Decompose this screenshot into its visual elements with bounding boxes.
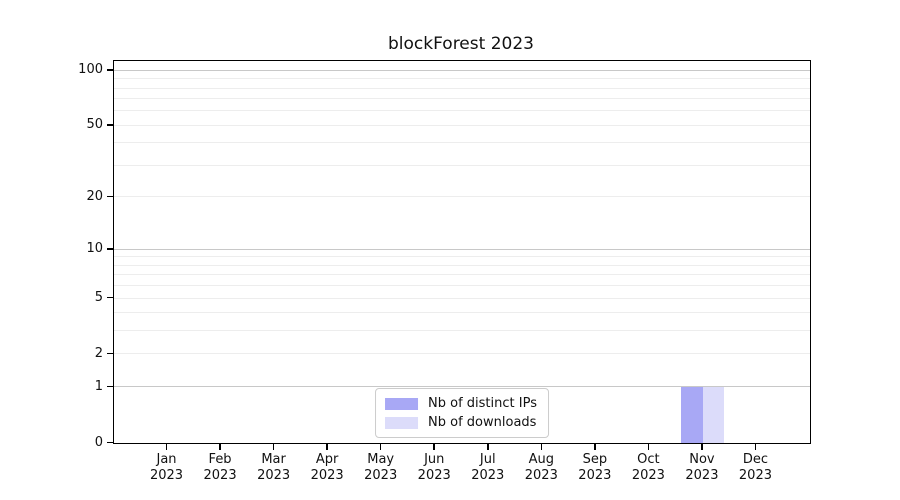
legend-swatch-distinct-ips (385, 397, 419, 410)
bar-nb-of-distinct-ips-nov (681, 387, 703, 443)
gridline-minor (114, 110, 810, 112)
y-tick-label: 2 (94, 345, 103, 361)
x-tick-year: 2023 (685, 468, 719, 483)
x-tick-month: Aug (528, 452, 554, 467)
x-tick-label: Apr 2023 (295, 452, 359, 484)
y-tick-label: 20 (86, 188, 103, 204)
x-tick-label: Jun 2023 (402, 452, 466, 484)
gridline-minor (114, 124, 810, 126)
x-tick-year: 2023 (203, 468, 237, 483)
x-tick-mark (540, 444, 543, 450)
x-tick-year: 2023 (578, 468, 612, 483)
x-tick-mark (165, 444, 168, 450)
x-tick-mark (433, 444, 435, 450)
y-tick-mark (107, 296, 113, 299)
gridline-minor (114, 87, 810, 89)
gridline-major (114, 248, 810, 250)
gridline-minor (114, 196, 810, 198)
x-tick-label: Sep 2023 (563, 452, 627, 484)
gridline-minor (114, 274, 810, 276)
x-tick-month: Dec (742, 452, 769, 467)
plot-area: Nb of distinct IPs Nb of downloads (113, 60, 811, 444)
x-tick-month: Sep (582, 452, 608, 467)
y-tick-mark (107, 441, 113, 443)
x-tick-year: 2023 (631, 468, 665, 483)
x-tick-month: Mar (261, 452, 286, 467)
x-tick-label: Oct 2023 (616, 452, 680, 484)
x-tick-month: Nov (689, 452, 715, 467)
x-tick-label: Aug 2023 (509, 452, 573, 484)
gridline-minor (114, 256, 810, 258)
gridline-minor (114, 312, 810, 314)
gridline-minor (114, 330, 810, 332)
y-tick-label: 10 (86, 241, 103, 257)
y-tick-label: 100 (78, 62, 103, 78)
y-tick-mark (107, 124, 113, 126)
legend-item-downloads: Nb of downloads (385, 415, 537, 430)
chart-title: blockForest 2023 (388, 34, 534, 54)
gridline-major (114, 386, 810, 388)
x-tick-month: Apr (315, 452, 339, 467)
x-tick-label: May 2023 (349, 452, 413, 484)
x-tick-year: 2023 (471, 468, 505, 483)
x-tick-mark (701, 444, 703, 450)
y-tick-mark (107, 352, 113, 355)
y-tick-mark (107, 69, 113, 71)
y-tick-label: 1 (94, 378, 103, 394)
legend-label-distinct-ips: Nb of distinct IPs (428, 396, 537, 411)
y-tick-mark (107, 248, 113, 250)
y-tick-label: 0 (94, 434, 103, 450)
x-tick-mark (272, 444, 275, 450)
x-tick-label: Nov 2023 (670, 452, 734, 484)
x-tick-mark (594, 444, 596, 450)
x-tick-year: 2023 (257, 468, 291, 483)
x-tick-mark (326, 444, 328, 450)
x-tick-month: Jun (424, 452, 445, 467)
x-tick-label: Feb 2023 (188, 452, 252, 484)
x-tick-month: Oct (637, 452, 660, 467)
x-tick-mark (754, 444, 757, 450)
x-tick-label: Jul 2023 (456, 452, 520, 484)
gridline-major (114, 69, 810, 71)
gridline-minor (114, 142, 810, 144)
legend-item-distinct-ips: Nb of distinct IPs (385, 396, 537, 411)
x-tick-year: 2023 (738, 468, 772, 483)
gridline-minor (114, 98, 810, 100)
x-tick-mark (647, 444, 650, 450)
x-tick-month: Jan (156, 452, 177, 467)
gridline-minor (114, 78, 810, 80)
gridline-minor (114, 353, 810, 355)
x-tick-month: Feb (208, 452, 232, 467)
x-tick-month: Jul (479, 452, 496, 467)
x-tick-year: 2023 (524, 468, 558, 483)
x-tick-label: Mar 2023 (242, 452, 306, 484)
y-tick-mark (107, 385, 113, 388)
x-tick-mark (379, 444, 382, 450)
x-tick-mark (487, 444, 489, 450)
x-tick-month: May (367, 452, 395, 467)
x-tick-label: Jan 2023 (135, 452, 199, 484)
legend-label-downloads: Nb of downloads (428, 415, 537, 430)
legend-swatch-downloads (385, 416, 419, 429)
gridline-minor (114, 297, 810, 299)
x-tick-mark (219, 444, 221, 450)
y-tick-mark (107, 195, 113, 198)
legend: Nb of distinct IPs Nb of downloads (375, 388, 549, 438)
x-tick-year: 2023 (364, 468, 398, 483)
gridline-minor (114, 264, 810, 266)
x-tick-year: 2023 (417, 468, 451, 483)
x-tick-year: 2023 (149, 468, 184, 483)
gridline-minor (114, 285, 810, 287)
y-tick-label: 50 (86, 117, 103, 133)
bar-nb-of-downloads-nov (702, 387, 725, 443)
x-tick-label: Dec 2023 (723, 452, 787, 484)
gridline-minor (114, 165, 810, 167)
x-tick-year: 2023 (310, 468, 344, 483)
y-tick-label: 5 (94, 289, 103, 305)
